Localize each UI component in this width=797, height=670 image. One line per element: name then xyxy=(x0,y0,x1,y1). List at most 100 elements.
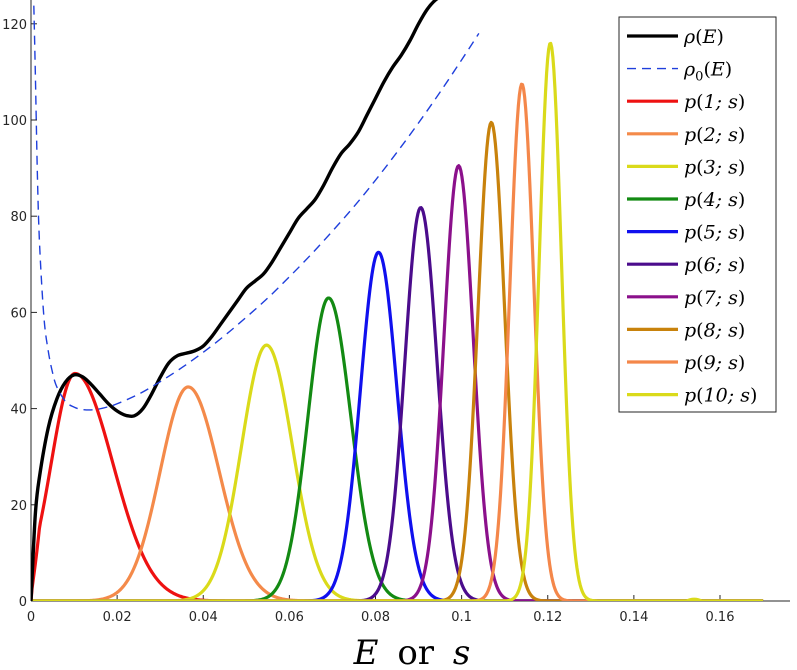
x-tick-label: 0.1 xyxy=(451,610,472,625)
legend-paren-open: ( xyxy=(696,385,703,407)
y-tick-label: 20 xyxy=(10,499,27,514)
y-tick-label: 120 xyxy=(2,18,27,33)
legend-sym: p xyxy=(684,319,696,341)
legend-entry: ρ0(E) xyxy=(627,59,732,85)
legend-label: p(5; s) xyxy=(684,222,745,244)
legend-paren-open: ( xyxy=(703,59,710,81)
legend-arg: 3; s xyxy=(704,156,739,178)
x-tick-label: 0 xyxy=(27,610,35,625)
legend-label: p(8; s) xyxy=(684,319,745,341)
x-tick-label: 0.16 xyxy=(706,610,735,625)
legend-sym: p xyxy=(684,156,696,178)
legend-arg: 4; s xyxy=(703,189,739,211)
legend-paren-close: ) xyxy=(738,352,745,374)
legend-label: p(1; s) xyxy=(684,91,745,113)
legend-sub: 0 xyxy=(695,70,703,85)
series-line-rho0 xyxy=(33,0,480,411)
x-ticks: 0 0.02 0.04 0.06 0.08 0.1 0.12 0.14 0.16 xyxy=(27,595,735,625)
legend-label: p(7; s) xyxy=(684,287,745,309)
legend-arg: 5; s xyxy=(704,222,739,244)
xlabel-var-s: s xyxy=(453,633,470,670)
legend-label: p(3; s) xyxy=(684,156,745,178)
legend-arg: 7; s xyxy=(704,287,739,309)
legend-arg: 6; s xyxy=(704,254,739,276)
legend-paren-close: ) xyxy=(738,124,745,146)
legend-label: p(9; s) xyxy=(684,352,745,374)
legend-box xyxy=(618,16,777,413)
legend-entry: p(5; s) xyxy=(627,222,745,244)
legend-sym: p xyxy=(684,189,696,211)
legend-paren-close: ) xyxy=(738,319,745,341)
legend-label: p(6; s) xyxy=(684,254,745,276)
legend-paren-open: ( xyxy=(696,156,703,178)
legend-paren-open: ( xyxy=(696,222,703,244)
legend-entry: p(9; s) xyxy=(627,352,745,374)
series-line-rho xyxy=(31,0,439,601)
y-tick-label: 80 xyxy=(10,210,27,225)
series-line-p4 xyxy=(31,296,764,601)
x-tick-label: 0.06 xyxy=(275,610,304,625)
legend-label: p(10; s) xyxy=(684,385,757,407)
legend: ρ(E)ρ0(E)p(1; s)p(2; s)p(3; s)p(4; s)p(5… xyxy=(618,16,777,413)
legend-entry: p(6; s) xyxy=(627,254,745,276)
legend-sym: p xyxy=(684,254,696,276)
legend-arg: E xyxy=(710,59,725,81)
legend-arg: 2; s xyxy=(703,124,739,146)
legend-arg: E xyxy=(702,26,717,48)
legend-entry: p(2; s) xyxy=(627,124,745,146)
x-axis-label: E or s xyxy=(353,633,471,670)
xlabel-var-e: E xyxy=(353,633,379,670)
x-tick-label: 0.12 xyxy=(533,610,562,625)
legend-paren-close: ) xyxy=(738,254,745,276)
legend-sym: p xyxy=(684,124,696,146)
y-tick-label: 40 xyxy=(10,403,27,418)
legend-entry: p(3; s) xyxy=(627,156,745,178)
legend-paren-close: ) xyxy=(738,91,745,113)
legend-sym: p xyxy=(684,385,696,407)
annotation-bump xyxy=(685,597,704,601)
legend-paren-open: ( xyxy=(696,287,703,309)
legend-entries: ρ(E)ρ0(E)p(1; s)p(2; s)p(3; s)p(4; s)p(5… xyxy=(627,26,757,407)
series-line-p5 xyxy=(31,250,764,601)
legend-paren-open: ( xyxy=(695,26,702,48)
legend-entry: ρ(E) xyxy=(627,26,724,48)
legend-arg: 1; s xyxy=(704,91,739,113)
legend-paren-open: ( xyxy=(696,91,703,113)
x-tick-label: 0.08 xyxy=(361,610,390,625)
svg-text:E or s: E or s xyxy=(353,633,471,670)
legend-paren-close: ) xyxy=(750,385,757,407)
legend-label: ρ0(E) xyxy=(683,59,732,85)
legend-label: p(2; s) xyxy=(684,124,745,146)
legend-paren-open: ( xyxy=(696,124,703,146)
legend-sym: p xyxy=(684,222,696,244)
legend-entry: p(1; s) xyxy=(627,91,745,113)
y-tick-label: 100 xyxy=(2,114,27,129)
y-ticks: 0 20 40 60 80 100 120 xyxy=(2,18,37,610)
legend-sym: p xyxy=(684,287,696,309)
legend-paren-close: ) xyxy=(738,222,745,244)
x-tick-label: 0.14 xyxy=(619,610,648,625)
legend-sym: ρ xyxy=(683,26,696,48)
series-line-p2 xyxy=(31,385,764,601)
y-tick-label: 0 xyxy=(19,595,27,610)
xlabel-word: or xyxy=(397,633,434,670)
legend-paren-open: ( xyxy=(696,319,703,341)
series-layer xyxy=(31,0,764,601)
legend-paren-close: ) xyxy=(738,156,745,178)
legend-entry: p(4; s) xyxy=(627,189,745,211)
series-line-p1 xyxy=(31,371,764,601)
legend-paren-open: ( xyxy=(696,352,703,374)
legend-entry: p(7; s) xyxy=(627,287,745,309)
legend-sym: ρ xyxy=(683,59,696,81)
x-tick-label: 0.02 xyxy=(103,610,132,625)
legend-label: p(4; s) xyxy=(684,189,745,211)
legend-paren-close: ) xyxy=(716,26,723,48)
x-tick-label: 0.04 xyxy=(189,610,218,625)
y-tick-label: 60 xyxy=(10,306,27,321)
legend-sym: p xyxy=(684,91,696,113)
legend-paren-close: ) xyxy=(738,189,745,211)
legend-sym: p xyxy=(684,352,696,374)
legend-entry: p(8; s) xyxy=(627,319,745,341)
legend-arg: 10; s xyxy=(704,385,751,407)
